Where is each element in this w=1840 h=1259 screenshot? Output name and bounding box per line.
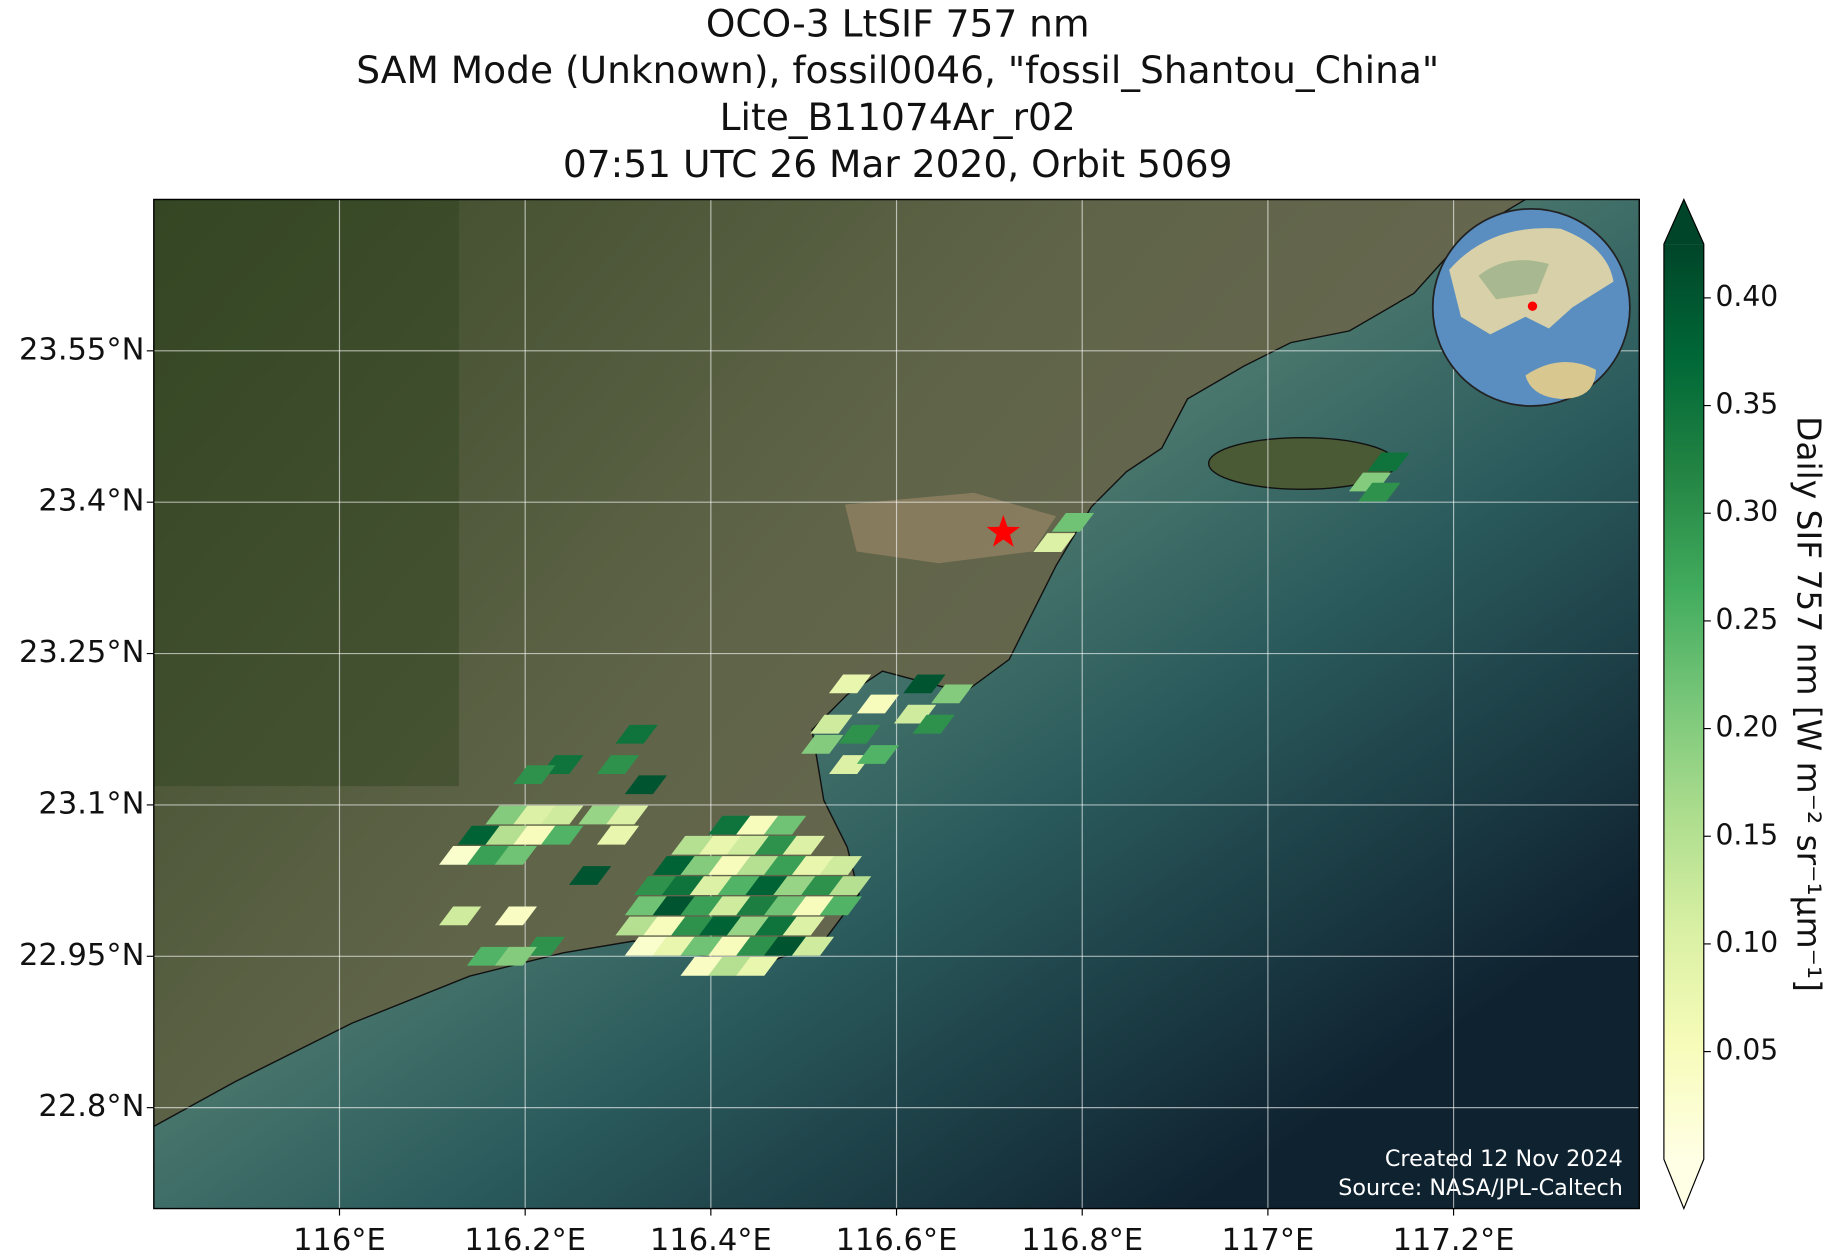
chart-title: 07:51 UTC 26 Mar 2020, Orbit 5069 xyxy=(563,142,1233,186)
sif-footprint xyxy=(801,734,844,754)
colorbar-tick-label: 0.15 xyxy=(1716,818,1779,851)
y-tick-label: 22.95°N xyxy=(19,938,144,973)
sif-footprint xyxy=(903,674,946,694)
colorbar-extend-bottom xyxy=(1663,1159,1704,1209)
sif-footprint xyxy=(838,724,881,744)
sif-footprint xyxy=(828,876,872,896)
colorbar-extend-top xyxy=(1663,199,1704,245)
sif-footprint xyxy=(615,724,658,744)
sif-footprint xyxy=(736,956,779,976)
sif-footprint xyxy=(439,906,482,926)
footprints xyxy=(439,452,1410,976)
colorbar-tick-label: 0.10 xyxy=(1716,926,1779,959)
sif-footprint xyxy=(541,825,584,845)
sif-footprint xyxy=(485,825,528,845)
y-tick-label: 23.25°N xyxy=(19,635,144,670)
x-tick-label: 116.6°E xyxy=(836,1223,958,1258)
sif-footprint xyxy=(1367,452,1410,472)
sif-footprint xyxy=(828,674,872,694)
globe-target xyxy=(1527,301,1538,311)
x-tick-label: 117°E xyxy=(1222,1223,1315,1258)
credit-line: Created 12 Nov 2024 xyxy=(1385,1146,1623,1172)
credit-line: Source: NASA/JPL-Caltech xyxy=(1338,1175,1623,1201)
chart-title: Lite_B11074Ar_r02 xyxy=(720,95,1076,139)
grid xyxy=(153,199,1640,1209)
sif-footprint xyxy=(1358,482,1401,502)
colorbar-gradient xyxy=(1663,244,1704,1160)
sif-footprint xyxy=(819,856,862,875)
chart-title: OCO-3 LtSIF 757 nm xyxy=(706,1,1090,45)
sif-footprint xyxy=(782,835,825,855)
y-tick-label: 23.4°N xyxy=(38,484,144,519)
x-tick-label: 116°E xyxy=(293,1223,386,1258)
colorbar: 0.05 0.10 0.15 0.20 0.25 0.30 0.35 0.40 Daily SI… xyxy=(1663,198,1828,1211)
x-tick-label: 117.2°E xyxy=(1393,1223,1515,1258)
colorbar-tick-label: 0.35 xyxy=(1716,388,1779,421)
colorbar-tick-label: 0.40 xyxy=(1716,280,1779,313)
sif-footprint xyxy=(931,684,974,704)
sif-footprint xyxy=(569,866,612,885)
sif-footprint xyxy=(596,825,640,845)
sif-footprint xyxy=(494,845,538,865)
colorbar-label: Daily SIF 757 nm [W m⁻² sr⁻¹μm⁻¹] xyxy=(1790,416,1828,992)
colorbar-tick-label: 0.30 xyxy=(1716,495,1779,528)
sif-footprint xyxy=(856,694,900,714)
colorbar-outline xyxy=(1663,198,1705,1211)
sif-footprint xyxy=(782,916,825,936)
chart-title: SAM Mode (Unknown), fossil0046, "fossil_… xyxy=(356,48,1439,92)
colorbar-tick-label: 0.20 xyxy=(1716,711,1779,744)
sif-footprint xyxy=(1051,512,1095,532)
sif-footprint xyxy=(791,936,835,956)
sif-footprint xyxy=(606,805,649,825)
y-tick-label: 23.1°N xyxy=(38,786,144,821)
sif-footprint xyxy=(494,906,538,926)
colorbar-tick-label: 0.25 xyxy=(1716,603,1779,636)
x-tick-label: 116.8°E xyxy=(1021,1223,1143,1258)
sif-footprint xyxy=(856,745,900,764)
target-star xyxy=(986,514,1021,547)
y-tick-label: 23.55°N xyxy=(19,332,144,367)
colorbar-tick-label: 0.05 xyxy=(1716,1034,1779,1067)
x-tick-label: 116.2°E xyxy=(464,1223,586,1258)
y-tick-label: 22.8°N xyxy=(38,1089,144,1124)
x-tick-label: 116.4°E xyxy=(650,1223,772,1258)
sif-footprint xyxy=(624,775,667,795)
